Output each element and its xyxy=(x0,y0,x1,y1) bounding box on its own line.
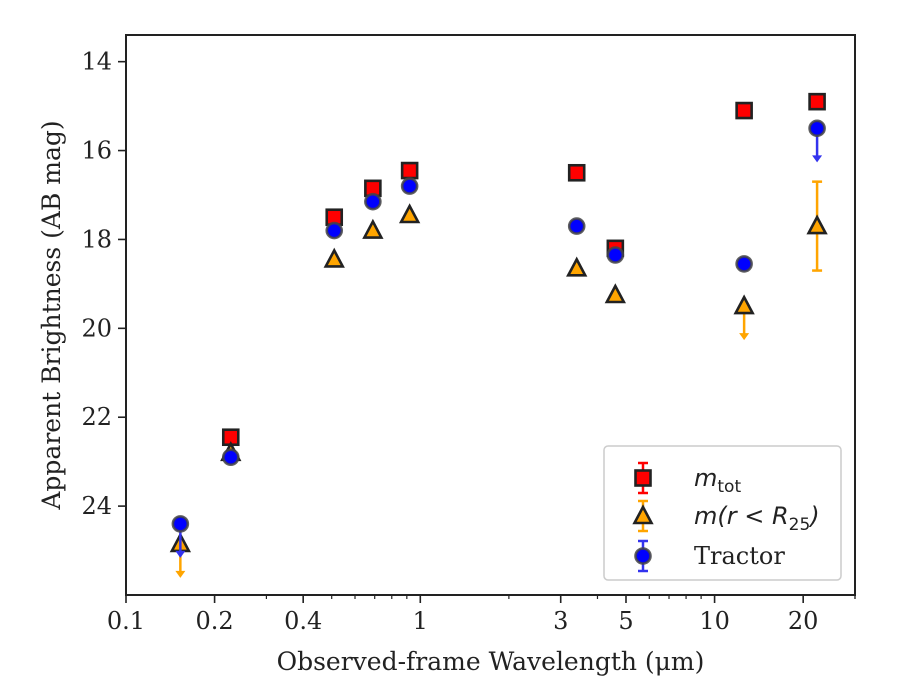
data-point xyxy=(325,221,344,240)
y-tick-label: 22 xyxy=(81,403,112,431)
legend-label-main: m xyxy=(694,464,717,492)
legend-label-sub: 25 xyxy=(789,515,811,535)
y-tick-label: 18 xyxy=(81,225,112,253)
upper-limit-arrow-head xyxy=(739,333,750,341)
x-tick-label: 0.1 xyxy=(107,607,145,635)
data-point xyxy=(735,101,753,120)
data-point xyxy=(567,217,586,235)
legend-label-sub: tot xyxy=(717,477,741,497)
y-tick-label: 24 xyxy=(81,492,112,520)
data-point xyxy=(323,247,345,268)
legend-box xyxy=(603,445,842,581)
data-point xyxy=(808,119,826,138)
plot-frame xyxy=(125,34,856,596)
legend-label: Tractor xyxy=(694,542,785,570)
x-tick-label: 3 xyxy=(553,607,568,635)
x-axis: 0.1 0.2 0.4 1 3 5 10 20 xyxy=(107,595,856,635)
y-axis: 14 16 18 20 22 24 xyxy=(81,48,126,520)
upper-limit-arrow-head xyxy=(812,155,823,163)
data-point xyxy=(364,192,382,211)
legend-label: m(r < R25) xyxy=(694,502,820,535)
data-point xyxy=(362,218,384,239)
x-tick-label: 0.2 xyxy=(196,607,234,635)
series-3 xyxy=(171,119,826,558)
data-point xyxy=(171,515,190,533)
legend-label: mtot xyxy=(694,464,741,497)
data-point xyxy=(808,92,826,111)
data-point xyxy=(604,283,627,304)
y-axis-label: Apparent Brightness (AB mag) xyxy=(37,120,66,510)
x-tick-label: 20 xyxy=(788,607,819,635)
x-tick-label: 5 xyxy=(618,607,633,635)
legend: mtot m(r < R25) Tractor xyxy=(603,445,842,581)
data-point xyxy=(221,448,240,467)
x-tick-label: 1 xyxy=(413,607,428,635)
legend-label-tail: ) xyxy=(808,502,819,530)
upper-limit-arrow-head xyxy=(175,550,186,558)
x-tick-label: 10 xyxy=(699,607,730,635)
y-tick-label: 14 xyxy=(81,48,112,76)
legend-marker xyxy=(632,504,654,525)
data-point xyxy=(400,177,419,195)
data-point xyxy=(806,214,828,235)
data-point xyxy=(733,294,755,315)
data-point xyxy=(400,161,419,180)
legend-marker xyxy=(634,547,652,565)
data-point xyxy=(567,163,586,182)
data-point xyxy=(398,203,421,224)
legend-label-main: m(r < R xyxy=(694,502,789,530)
data-marks xyxy=(169,92,828,578)
legend-marker xyxy=(634,469,652,487)
series-1 xyxy=(221,92,826,447)
x-tick-label: 0.4 xyxy=(284,607,322,635)
data-point xyxy=(735,255,753,273)
y-tick-label: 20 xyxy=(81,314,112,342)
data-point xyxy=(566,256,588,277)
y-tick-label: 16 xyxy=(81,137,112,165)
upper-limit-arrow-head xyxy=(175,570,186,578)
data-point xyxy=(606,246,625,264)
x-axis-label: Observed-frame Wavelength (μm) xyxy=(277,647,705,676)
